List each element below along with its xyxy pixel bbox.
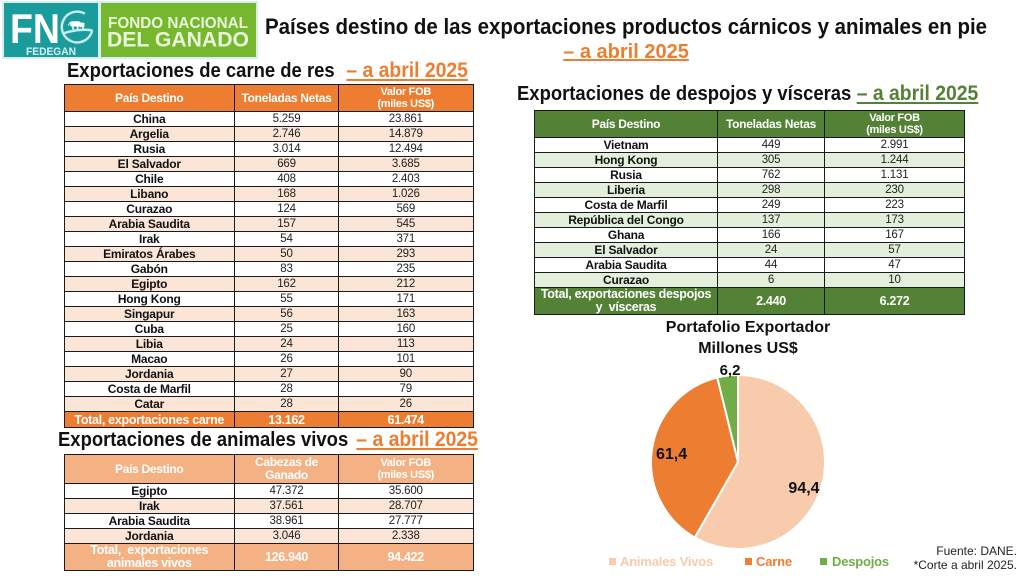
svg-text:61,4: 61,4 [656, 446, 687, 463]
svg-text:DEL GANADO: DEL GANADO [107, 29, 249, 52]
svg-text:FEDEGAN: FEDEGAN [26, 46, 76, 58]
svg-text:94,4: 94,4 [788, 480, 819, 497]
svg-text:FONDO NACIONAL: FONDO NACIONAL [108, 15, 248, 32]
svg-text:6,2: 6,2 [720, 362, 741, 379]
svg-text:FN: FN [10, 5, 60, 52]
